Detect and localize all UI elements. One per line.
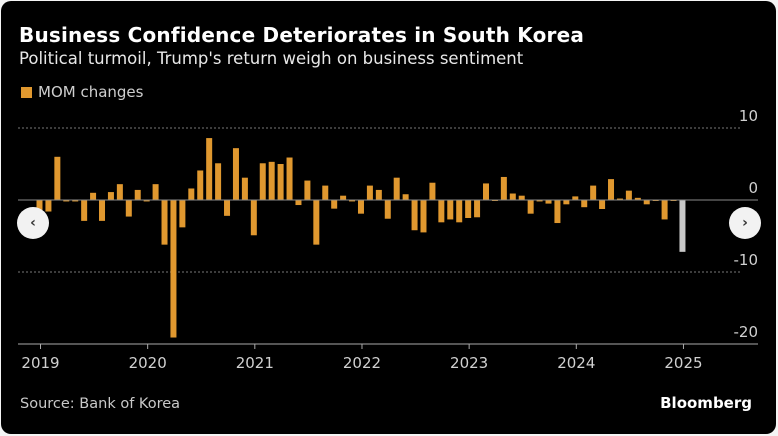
legend-swatch — [21, 86, 32, 98]
bar — [608, 179, 615, 200]
x-tick-label: 2025 — [664, 354, 702, 372]
bar — [215, 163, 222, 200]
chart-subtitle: Political turmoil, Trump's return weigh … — [19, 49, 524, 68]
bar — [447, 200, 454, 220]
bar — [366, 185, 373, 200]
bar — [99, 200, 106, 221]
bar — [456, 200, 463, 223]
bloomberg-logo: Bloomberg — [660, 394, 752, 412]
bar — [81, 200, 88, 221]
bar — [331, 200, 338, 209]
bar — [465, 200, 472, 218]
bar — [554, 200, 561, 224]
x-tick-label: 2021 — [236, 354, 274, 372]
bar — [581, 200, 588, 208]
bar — [134, 189, 141, 200]
y-tick-label: 0 — [748, 179, 758, 197]
bar — [411, 200, 418, 231]
bar — [349, 200, 356, 202]
chevron-right-icon: › — [742, 215, 748, 231]
bar — [527, 200, 534, 214]
bar — [63, 200, 70, 202]
prev-button[interactable]: ‹ — [17, 207, 49, 239]
x-tick-label: 2022 — [343, 354, 381, 372]
bar — [616, 198, 623, 200]
bar — [509, 193, 516, 200]
bar — [402, 194, 409, 200]
bar — [518, 195, 525, 200]
bar — [375, 189, 382, 200]
chart-title: Business Confidence Deteriorates in Sout… — [19, 23, 585, 47]
bar — [90, 192, 97, 200]
bar — [420, 200, 427, 233]
bar — [563, 200, 570, 205]
bar — [304, 180, 311, 200]
bar — [483, 183, 489, 200]
bar — [268, 161, 275, 200]
bar — [599, 200, 606, 209]
bar — [634, 197, 641, 200]
bar — [625, 190, 632, 200]
bar — [357, 200, 364, 214]
bar — [152, 184, 159, 200]
bar — [572, 196, 579, 200]
legend: MOM changes — [21, 83, 143, 101]
bar — [474, 200, 481, 218]
bar — [384, 200, 391, 219]
bar — [125, 200, 132, 217]
bar — [259, 163, 266, 200]
chevron-left-icon: ‹ — [30, 215, 36, 231]
bar — [295, 200, 302, 206]
y-tick-label: -10 — [734, 251, 759, 269]
bar — [590, 185, 597, 200]
bar — [643, 200, 650, 205]
bar — [54, 156, 61, 200]
bar — [232, 148, 239, 200]
bar — [429, 182, 436, 200]
bar — [107, 192, 114, 200]
bar — [536, 200, 543, 202]
bar — [72, 200, 79, 202]
bar — [322, 185, 329, 200]
bar — [116, 184, 123, 200]
x-tick-label: 2019 — [21, 354, 59, 372]
x-tick-label: 2024 — [557, 354, 595, 372]
bar — [197, 170, 204, 200]
bar — [277, 164, 284, 200]
bar — [241, 177, 248, 200]
bar — [393, 177, 400, 200]
x-tick-label: 2020 — [129, 354, 167, 372]
bar — [313, 200, 320, 245]
bar — [206, 138, 213, 200]
legend-label: MOM changes — [38, 83, 144, 101]
x-tick-label: 2023 — [450, 354, 488, 372]
y-tick-label: -20 — [734, 323, 759, 341]
bar — [45, 200, 52, 212]
bar — [286, 157, 293, 200]
bar — [679, 200, 686, 252]
bar — [545, 200, 552, 204]
bar — [340, 195, 347, 200]
bar — [188, 188, 195, 200]
bar — [224, 200, 231, 216]
bar — [170, 200, 177, 338]
next-button[interactable]: › — [729, 207, 761, 239]
bar — [36, 200, 43, 211]
y-tick-label: 10 — [739, 107, 758, 125]
bar — [661, 200, 668, 220]
bar — [143, 200, 150, 202]
bar — [250, 200, 257, 236]
bar — [438, 200, 445, 223]
bar — [161, 200, 168, 245]
bar — [500, 176, 507, 200]
bar — [179, 200, 186, 228]
source-note: Source: Bank of Korea — [20, 396, 181, 412]
